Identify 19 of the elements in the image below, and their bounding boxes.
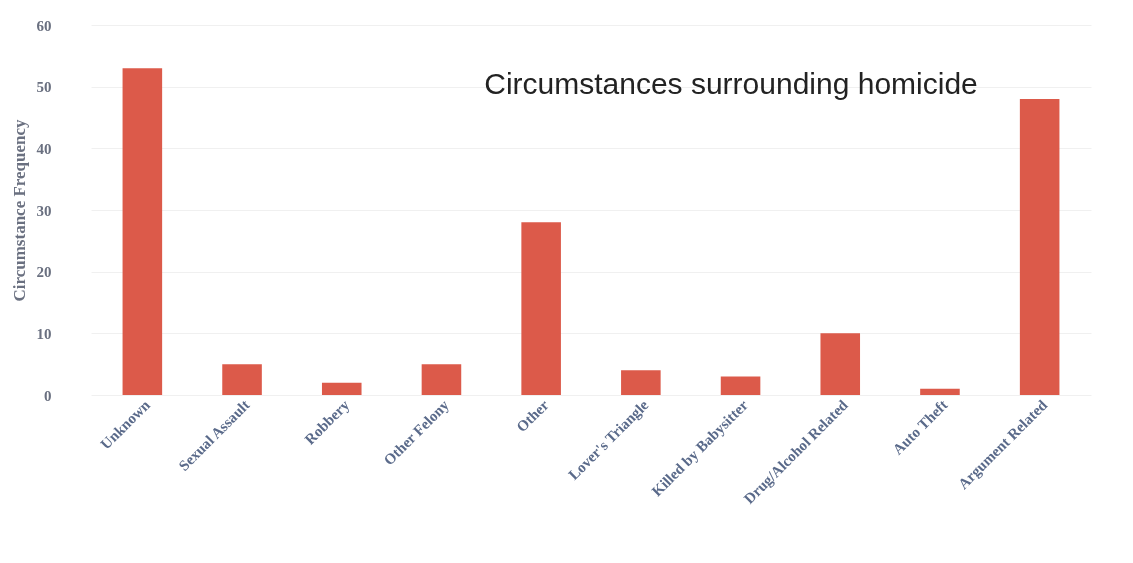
- y-tick-label: 40: [36, 140, 52, 157]
- y-tick-label: 30: [36, 202, 52, 219]
- bar: [1019, 99, 1060, 395]
- bar: [621, 370, 661, 395]
- bar: [720, 376, 761, 395]
- bar: [820, 333, 861, 395]
- y-tick-label: 10: [36, 325, 52, 342]
- bar: [521, 222, 561, 395]
- y-axis-title: Circumstance Frequency: [9, 118, 29, 302]
- y-tick-label: 50: [36, 79, 52, 96]
- text: Circumstances surrounding homicide: [484, 67, 978, 100]
- bar: [421, 364, 462, 395]
- y-tick-label: 0: [44, 387, 52, 404]
- y-tick-label: 60: [36, 17, 52, 34]
- bar: [122, 68, 163, 395]
- bar: [920, 388, 960, 395]
- y-tick-label: 20: [36, 264, 52, 281]
- bar: [222, 364, 262, 395]
- bar: [321, 382, 362, 395]
